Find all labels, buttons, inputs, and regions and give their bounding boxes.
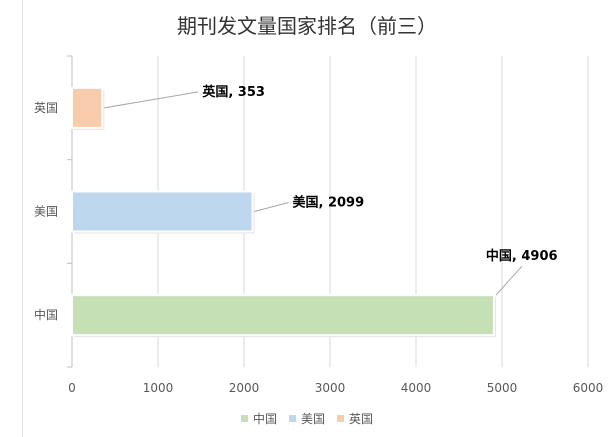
y-tick-label-china: 中国 — [34, 307, 58, 322]
chart-area-border — [22, 0, 614, 437]
data-label-china: 中国, 4906 — [486, 248, 558, 264]
legend-item-uk: 英国 — [337, 410, 373, 427]
bar-uk — [71, 86, 104, 129]
legend: 中国 美国 英国 — [0, 410, 614, 427]
legend-item-china: 中国 — [240, 410, 277, 427]
leader-line-usa — [254, 202, 289, 212]
chart-title: 期刊发文量国家排名（前三） — [177, 14, 437, 38]
x-tick-label-1000: 1000 — [143, 381, 174, 395]
legend-label-china: 中国 — [252, 412, 277, 426]
bar-usa — [71, 190, 254, 233]
legend-item-usa: 美国 — [288, 410, 325, 427]
legend-label-uk: 英国 — [349, 412, 374, 426]
leader-line-china — [495, 265, 523, 296]
legend-swatch-uk — [337, 415, 344, 422]
x-tick-label-0: 0 — [68, 381, 76, 395]
y-tick-label-usa: 美国 — [34, 205, 58, 219]
legend-label-usa: 美国 — [300, 412, 325, 426]
x-tick-label-2000: 2000 — [229, 381, 260, 395]
data-label-usa: 美国, 2099 — [293, 195, 365, 211]
x-tick-label-4000: 4000 — [401, 381, 432, 395]
bar-china — [71, 294, 495, 337]
legend-swatch-usa — [288, 415, 296, 422]
x-tick-label-6000: 6000 — [573, 381, 604, 395]
x-tick-label-3000: 3000 — [315, 381, 346, 395]
x-tick-label-5000: 5000 — [487, 381, 518, 395]
leader-line-uk — [104, 91, 199, 109]
legend-swatch-china — [240, 415, 248, 422]
y-tick-label-uk: 英国 — [34, 101, 58, 115]
data-label-uk: 英国, 353 — [201, 84, 265, 100]
